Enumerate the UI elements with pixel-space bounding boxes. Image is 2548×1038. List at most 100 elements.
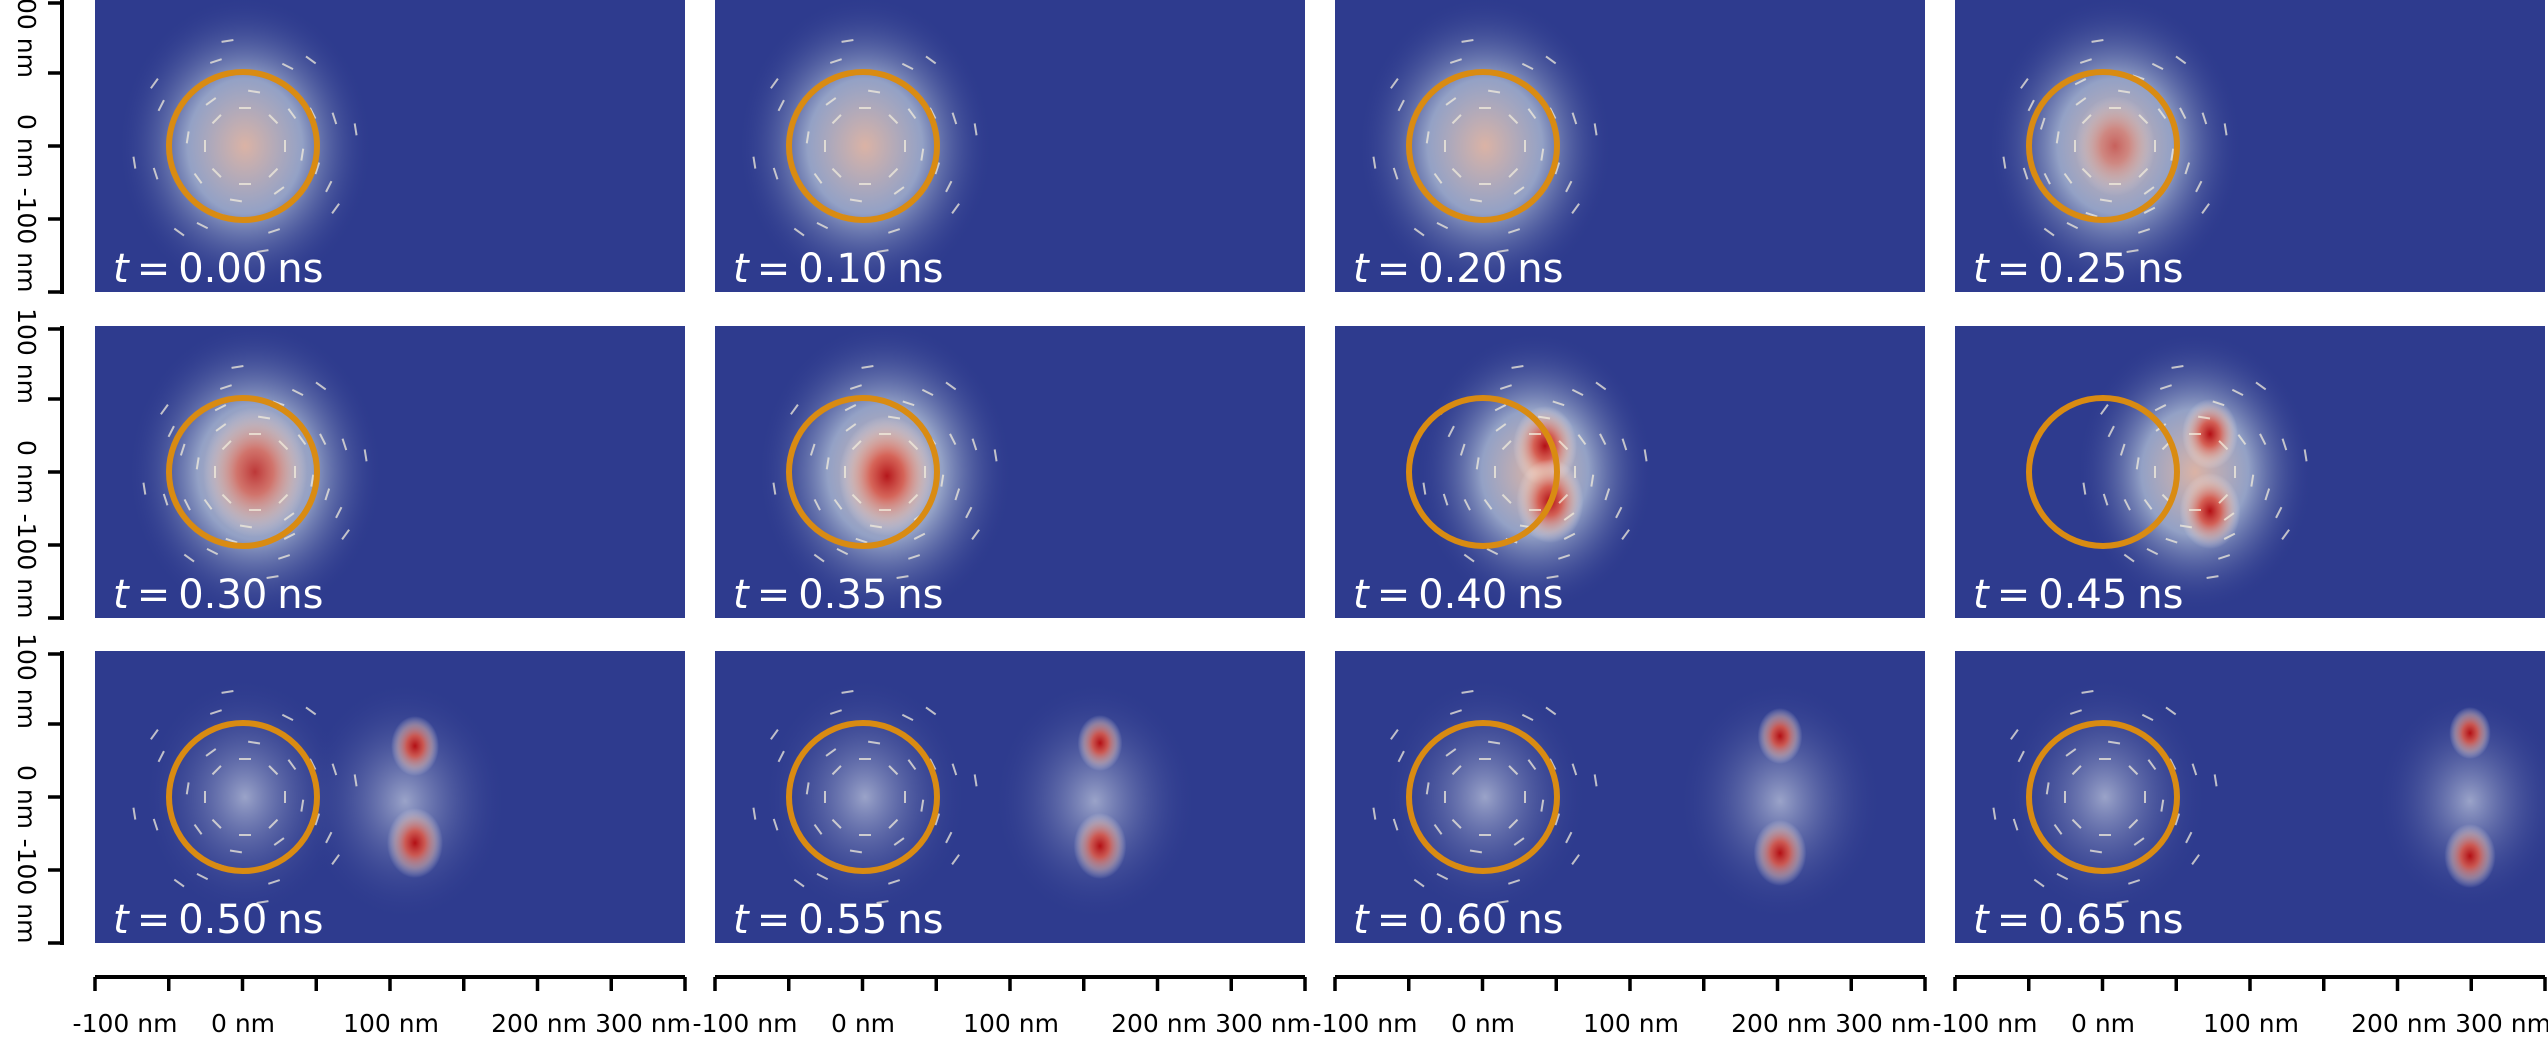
magnetization-arrow — [2017, 750, 2025, 763]
x-tick-label: 0 nm — [1451, 1009, 1515, 1038]
magnetization-arrow — [2102, 493, 2109, 506]
magnetization-arrow — [341, 438, 348, 451]
magnetization-arrow — [2033, 878, 2045, 888]
magnetization-arrow — [331, 112, 338, 125]
magnetization-arrow — [2053, 823, 2063, 835]
magnetization-arrow — [825, 457, 830, 470]
magnetization-arrow — [239, 524, 253, 529]
disk-outline — [166, 69, 320, 223]
magnetization-arrow — [867, 740, 881, 745]
magnetization-arrow — [2169, 758, 2177, 771]
vortex-core — [2444, 824, 2496, 888]
magnetization-arrow — [945, 831, 953, 844]
magnetization-arrow — [2143, 498, 2153, 510]
disk-outline — [786, 69, 940, 223]
magnetization-arrow — [793, 227, 805, 237]
spin-texture — [2003, 677, 2207, 917]
magnetization-arrow — [1615, 506, 1623, 519]
magnetization-arrow — [142, 482, 147, 495]
spin-texture — [1357, 0, 1613, 292]
magnetization-arrow — [132, 156, 137, 169]
magnetization-arrow — [1540, 148, 1545, 161]
disk-outline — [166, 720, 320, 874]
magnetization-arrow — [221, 440, 232, 451]
magnetization-arrow — [869, 524, 883, 529]
x-tick-label: 300 nm — [2455, 1009, 2548, 1038]
magnetization-arrow — [1425, 131, 1430, 144]
magnetization-arrow — [825, 97, 837, 106]
equals-sign: = — [1997, 572, 2031, 618]
panel-4: t = 0.30 ns — [95, 326, 685, 618]
magnetization-arrow — [1565, 180, 1573, 193]
spin-texture — [763, 677, 967, 917]
magnetization-arrow — [2128, 818, 2139, 829]
magnetization-arrow — [2201, 203, 2210, 214]
time-value: 0.10 — [798, 246, 887, 292]
magnetization-arrow — [777, 99, 785, 112]
magnetization-arrow — [907, 759, 917, 771]
disk-outline — [1406, 720, 1560, 874]
y-axis-row-2: 100 nm 0 nm -100 nm — [12, 633, 64, 945]
x-axis-col-2: -100 nm 0 nm 100 nm 200 nm 300 nm — [1313, 975, 1931, 1038]
time-value: 0.55 — [798, 897, 887, 943]
magnetization-arrow — [1521, 62, 1534, 71]
time-label: t = 0.25 ns — [1973, 246, 2183, 292]
magnetization-arrow — [831, 765, 842, 776]
magnetization-arrow — [2066, 221, 2079, 230]
x-tick-label: 0 nm — [2071, 1009, 2135, 1038]
magnetization-arrow — [331, 203, 340, 214]
magnetization-arrow — [1422, 482, 1427, 495]
x-tick-label: -100 nm — [1313, 1009, 1418, 1038]
magnetization-arrow — [901, 62, 914, 71]
magnetization-arrow — [1496, 900, 1509, 905]
magnetization-arrow — [831, 818, 842, 829]
magnetization-arrow — [951, 763, 958, 776]
magnetization-arrow — [268, 228, 281, 234]
magnetization-arrow — [813, 553, 825, 563]
magnetization-arrow — [196, 221, 209, 230]
equals-sign: = — [137, 572, 171, 618]
magnetization-arrow — [777, 750, 785, 763]
magnetization-arrow — [934, 813, 941, 826]
magnetization-arrow — [157, 750, 165, 763]
magnetization-arrow — [211, 765, 222, 776]
magnetization-arrow — [2010, 729, 2019, 740]
magnetization-arrow — [1390, 729, 1399, 740]
magnetization-arrow — [1508, 167, 1519, 178]
magnetization-arrow — [805, 782, 810, 795]
y-tick-label: -100 nm — [12, 839, 41, 944]
magnetization-arrow — [2179, 524, 2193, 529]
vortex-core — [1757, 708, 1803, 764]
magnetization-arrow — [888, 114, 899, 125]
magnetization-arrow — [2022, 167, 2029, 180]
magnetization-arrow — [851, 440, 862, 451]
magnetization-arrow — [2165, 706, 2177, 716]
time-symbol: t — [1353, 246, 1370, 292]
magnetization-arrow — [1549, 758, 1557, 771]
magnetization-arrow — [2179, 107, 2187, 120]
magnetization-arrow — [132, 807, 137, 820]
equals-sign: = — [1997, 897, 2031, 943]
magnetization-arrow — [268, 765, 279, 776]
magnetization-arrow — [315, 381, 327, 391]
vortex-core — [1753, 820, 1807, 886]
time-unit: ns — [2137, 246, 2183, 292]
magnetization-arrow — [2151, 62, 2164, 71]
magnetization-arrow — [893, 837, 905, 846]
magnetization-arrow — [876, 249, 889, 254]
magnetization-arrow — [813, 172, 823, 184]
magnetization-arrow — [1604, 488, 1611, 501]
time-symbol: t — [1353, 572, 1370, 618]
magnetization-arrow — [2185, 831, 2193, 844]
time-symbol: t — [113, 246, 130, 292]
magnetization-arrow — [1433, 823, 1443, 835]
magnetization-arrow — [2143, 206, 2156, 214]
magnetization-arrow — [920, 799, 925, 812]
y-axis-row-1: 100 nm 0 nm -100 nm — [12, 308, 64, 620]
magnetization-arrow — [291, 388, 304, 397]
magnetization-arrow — [2175, 55, 2187, 65]
magnetization-arrow — [752, 807, 757, 820]
x-axis-col-0: -100 nm 0 nm 100 nm 200 nm 300 nm — [73, 975, 691, 1038]
magnetization-arrow — [2281, 438, 2288, 451]
